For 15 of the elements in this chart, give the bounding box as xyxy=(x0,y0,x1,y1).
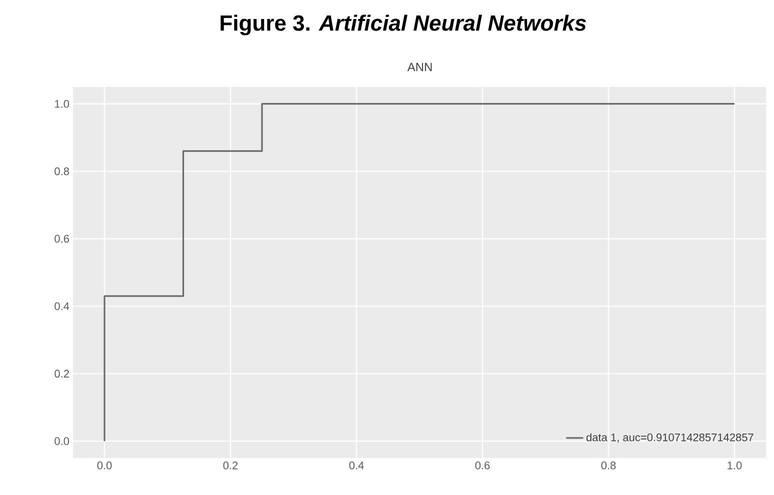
legend-label: data 1, auc=0.9107142857142857 xyxy=(586,433,754,443)
y-tick-label: 0.0 xyxy=(54,437,70,446)
y-tick-label: 1.0 xyxy=(55,100,70,108)
y-tick-label: 0.4 xyxy=(54,302,70,310)
x-tick-label: 0.6 xyxy=(475,462,490,470)
x-tick-label: 0.0 xyxy=(97,462,112,470)
chart-subtitle: ANN xyxy=(407,62,432,72)
y-tick-label: 0.8 xyxy=(54,167,70,176)
y-tick-label: 0.2 xyxy=(54,370,69,378)
x-tick-label: 0.4 xyxy=(349,462,364,470)
x-tick-label: 0.2 xyxy=(223,462,238,470)
y-tick-label: 0.6 xyxy=(54,234,70,243)
x-tick-label: 0.8 xyxy=(601,462,616,470)
x-tick-label: 1.0 xyxy=(728,462,742,470)
chart-title: Figure 3. Artificial Neural Networks xyxy=(220,14,586,36)
